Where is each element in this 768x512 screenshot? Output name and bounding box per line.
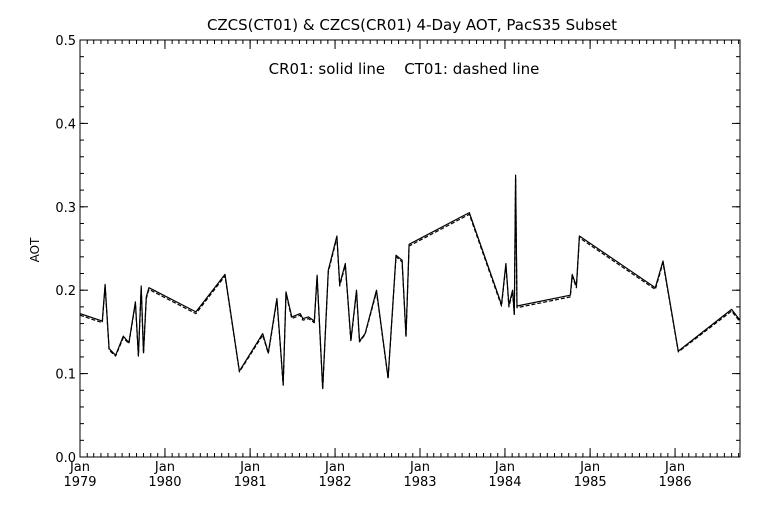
x-tick-labels: Jan1979Jan1980Jan1981Jan1982Jan1983Jan19… [63,460,691,490]
line-style-annotation: CR01: solid line CT01: dashed line [269,60,540,78]
x-tick-month-label: Jan [409,460,430,475]
y-tick-label: 0.2 [55,284,76,299]
x-tick-year-label: 1983 [403,475,436,490]
y-tick-labels: 0.0 0.1 0.2 0.3 0.4 0.5 [55,34,76,466]
axis-ticks [79,39,740,458]
x-tick-month-label: Jan [664,460,685,475]
x-tick-month-label: Jan [324,460,345,475]
x-tick-month-label: Jan [239,460,260,475]
x-tick-year-label: 1981 [234,475,267,490]
x-tick-year-label: 1985 [574,475,607,490]
x-tick-month-label: Jan [494,460,515,475]
x-tick-year-label: 1984 [488,475,521,490]
ct01-dashed-line [80,177,740,390]
cr01-solid-line [80,174,740,390]
series-lines [80,174,740,390]
x-tick-year-label: 1986 [659,475,692,490]
x-tick-month-label: Jan [154,460,175,475]
chart-title: CZCS(CT01) & CZCS(CR01) 4-Day AOT, PacS3… [207,16,617,34]
plot-frame [79,39,741,458]
x-tick-month-label: Jan [579,460,600,475]
x-tick-month-label: Jan [69,460,90,475]
x-tick-year-label: 1982 [319,475,352,490]
y-tick-label: 0.0 [55,451,76,466]
x-tick-year-label: 1979 [63,475,96,490]
x-tick-year-label: 1980 [148,475,181,490]
y-tick-label: 0.3 [55,201,76,216]
y-tick-label: 0.1 [55,368,76,383]
y-tick-label: 0.4 [55,117,76,132]
y-axis-label: AOT [28,237,42,262]
y-tick-label: 0.5 [55,34,76,49]
